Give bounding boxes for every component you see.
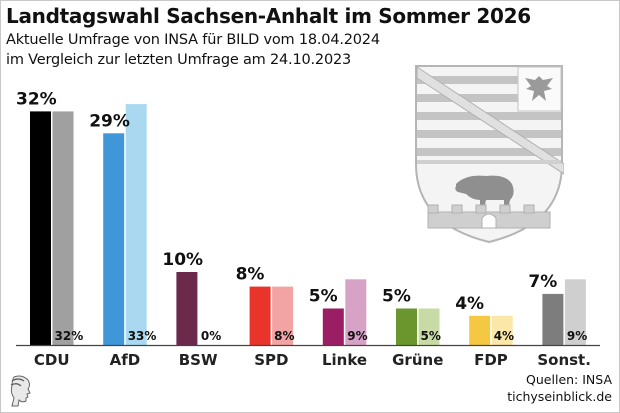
label-previous-0: 32% [55,329,84,343]
bar-previous-0 [52,111,74,346]
sachsen-anhalt-coat-of-arms-icon [415,65,564,244]
label-current-5: 5% [382,287,411,307]
label-current-7: 7% [528,272,557,292]
bar-previous-5 [418,308,440,345]
label-current-3: 8% [236,265,265,285]
bar-previous-3 [272,286,294,345]
bar-current-5 [396,308,417,345]
bar-previous-6 [491,315,513,345]
bar-current-2 [176,272,198,345]
category-label-5: Grüne [392,351,443,369]
category-label-1: AfD [110,351,141,369]
label-current-4: 5% [309,287,338,307]
bar-current-3 [249,286,271,345]
bar-current-1 [103,133,125,345]
category-label-6: FDP [474,351,508,369]
label-previous-2: 0% [201,329,221,343]
bar-current-7 [542,293,564,345]
category-label-3: SPD [254,351,288,369]
bar-previous-1 [125,104,147,345]
category-label-7: Sonst. [537,351,591,369]
bar-current-6 [469,315,491,345]
label-previous-7: 9% [567,329,587,343]
chart-title: Landtagswahl Sachsen-Anhalt im Sommer 20… [6,4,531,28]
classical-head-logo-icon [10,375,31,407]
label-previous-4: 9% [347,329,367,343]
label-previous-3: 8% [274,329,294,343]
source-label: Quellen: INSA [526,372,612,387]
label-previous-6: 4% [494,329,514,343]
category-label-4: Linke [322,351,367,369]
label-current-0: 32% [16,89,57,109]
category-label-2: BSW [179,351,218,369]
label-previous-5: 5% [421,329,441,343]
site-label: tichyseinblick.de [507,389,612,404]
chart-subtitle-current: Aktuelle Umfrage von INSA für BILD vom 1… [6,32,380,48]
bar-previous-7 [564,279,586,345]
bar-previous-4 [345,279,367,345]
bar-current-0 [30,111,51,346]
bar-current-4 [322,308,344,345]
label-previous-1: 33% [128,329,157,343]
label-current-1: 29% [89,111,130,131]
category-label-0: CDU [34,351,70,369]
label-current-2: 10% [162,250,203,270]
label-current-6: 4% [455,294,484,314]
chart-subtitle-comparison: im Vergleich zur letzten Umfrage am 24.1… [6,52,352,68]
